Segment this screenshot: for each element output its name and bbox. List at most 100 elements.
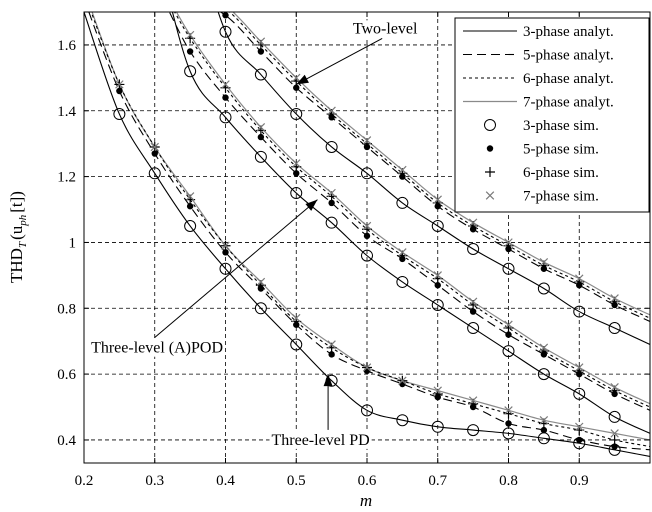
sim-point-3-phase — [537, 282, 550, 295]
legend: 3-phase analyt. 5-phase analyt. 6-phase an… — [454, 17, 650, 213]
sim-point-7-phase — [468, 218, 478, 227]
y-tick-label: 1.6 — [57, 38, 76, 54]
x-tick-label: 0.6 — [358, 473, 377, 489]
sim-point-7-phase — [504, 406, 513, 415]
sim-point-5-phase — [257, 133, 265, 141]
y-tick-label: 1.2 — [57, 170, 76, 186]
sim-point-5-phase — [116, 87, 123, 95]
sim-point-7-phase — [362, 136, 372, 145]
legend-marker-sample — [484, 119, 496, 131]
annotation-label: Three-level PD — [271, 432, 369, 449]
sim-point-7-phase — [185, 30, 195, 40]
sim-point-3-phase — [113, 108, 126, 121]
sim-point-7-phase — [185, 192, 195, 201]
sim-point-5-phase — [328, 351, 335, 358]
sim-point-7-phase — [575, 363, 584, 372]
sim-point-3-phase — [254, 68, 267, 81]
sim-point-7-phase — [575, 274, 584, 283]
legend-box — [454, 17, 650, 213]
sim-point-5-phase — [222, 94, 229, 101]
sim-point-5-phase — [293, 170, 300, 177]
sim-point-6-phase — [609, 434, 620, 445]
sim-point-3-phase — [325, 216, 338, 229]
sim-point-3-phase — [467, 243, 480, 256]
sim-point-3-phase — [396, 414, 409, 427]
legend-label: 5-phase sim. — [523, 142, 599, 158]
legend-label: 3-phase sim. — [523, 118, 599, 134]
sim-point-3-phase — [219, 25, 232, 38]
sim-point-7-phase — [610, 383, 619, 392]
legend-label: 3-phase analyt. — [523, 24, 614, 40]
sim-point-3-phase — [537, 368, 550, 381]
sim-point-3-phase — [467, 322, 480, 335]
sim-point-3-phase — [431, 298, 444, 311]
sim-point-7-phase — [610, 294, 619, 303]
sim-point-3-phase — [184, 65, 197, 78]
annotation-label-bg — [350, 20, 421, 38]
sim-point-3-phase — [254, 150, 267, 163]
sim-point-7-phase — [433, 271, 442, 280]
sim-point-3-phase — [431, 219, 444, 232]
legend-label: 6-phase analyt. — [523, 71, 614, 87]
sim-point-7-phase — [150, 142, 159, 152]
legend-label: 7-phase analyt. — [523, 95, 614, 111]
sim-point-3-phase — [254, 302, 267, 315]
y-label-args-end: [t]) — [7, 191, 26, 213]
y-axis-label: THDT(uph[t]) — [7, 191, 29, 283]
sim-point-7-phase — [575, 422, 584, 432]
x-tick-label: 0.3 — [145, 473, 164, 489]
y-label-args: (u — [7, 225, 26, 240]
y-tick-label: 0.8 — [57, 301, 76, 317]
sim-point-5-phase — [363, 232, 371, 240]
sim-point-3-phase — [148, 167, 161, 180]
annotations: Two-level Three-level (A)POD Three-level P… — [89, 20, 421, 449]
x-tick-label: 0.9 — [570, 473, 589, 489]
svg-text:THDT(uph[t]): THDT(uph[t]) — [7, 191, 29, 283]
sim-point-3-phase — [219, 262, 232, 275]
legend-marker-sample — [486, 145, 494, 152]
legend-label: 7-phase sim. — [523, 189, 599, 205]
sim-markers — [113, 12, 621, 456]
sim-point-7-phase — [433, 195, 442, 204]
sim-point-7-phase — [433, 386, 442, 395]
sim-point-7-phase — [327, 188, 336, 198]
sim-point-7-phase — [292, 159, 301, 168]
sim-point-7-phase — [362, 363, 372, 372]
sim-point-5-phase — [469, 308, 477, 315]
sim-point-7-phase — [398, 248, 407, 257]
sim-point-7-phase — [221, 241, 230, 250]
sim-point-7-phase — [362, 221, 372, 231]
sim-point-5-phase — [257, 48, 265, 55]
sim-point-5-phase — [151, 150, 158, 157]
sim-point-5-phase — [293, 84, 300, 91]
annotation-arrow-head — [323, 374, 333, 387]
sim-point-7-phase — [539, 257, 549, 267]
sim-point-7-phase — [468, 396, 478, 405]
sim-point-3-phase — [502, 345, 515, 358]
annotation-arrow-line — [154, 199, 318, 339]
sim-point-7-phase — [256, 122, 266, 132]
x-tick-label: 0.2 — [75, 473, 94, 489]
curve-three-level-pd-6-phase-analyt — [90, 12, 650, 448]
y-tick-label: 1.4 — [57, 104, 76, 120]
x-tick-label: 0.4 — [216, 473, 235, 489]
sim-point-5-phase — [434, 282, 441, 289]
sim-point-7-phase — [539, 415, 549, 425]
sim-point-7-phase — [398, 165, 407, 175]
y-tick-label: 1 — [69, 235, 77, 251]
sim-point-5-phase — [222, 249, 229, 256]
y-label-args-sub: ph — [17, 214, 29, 227]
sim-point-3-phase — [396, 275, 409, 288]
sim-point-3-phase — [431, 420, 444, 433]
sim-point-5-phase — [611, 443, 618, 450]
y-tick-label: 0.6 — [57, 367, 76, 383]
legend-label: 6-phase sim. — [523, 165, 599, 181]
sim-point-3-phase — [290, 108, 303, 121]
sim-point-7-phase — [256, 277, 266, 287]
sim-point-3-phase — [325, 140, 338, 153]
sim-point-5-phase — [505, 420, 512, 427]
annotation-arrow-head — [296, 74, 309, 85]
curve-two-level-3-phase-analyt — [217, 12, 650, 345]
legend-marker-sample — [485, 167, 495, 177]
sim-point-7-phase — [398, 376, 407, 385]
